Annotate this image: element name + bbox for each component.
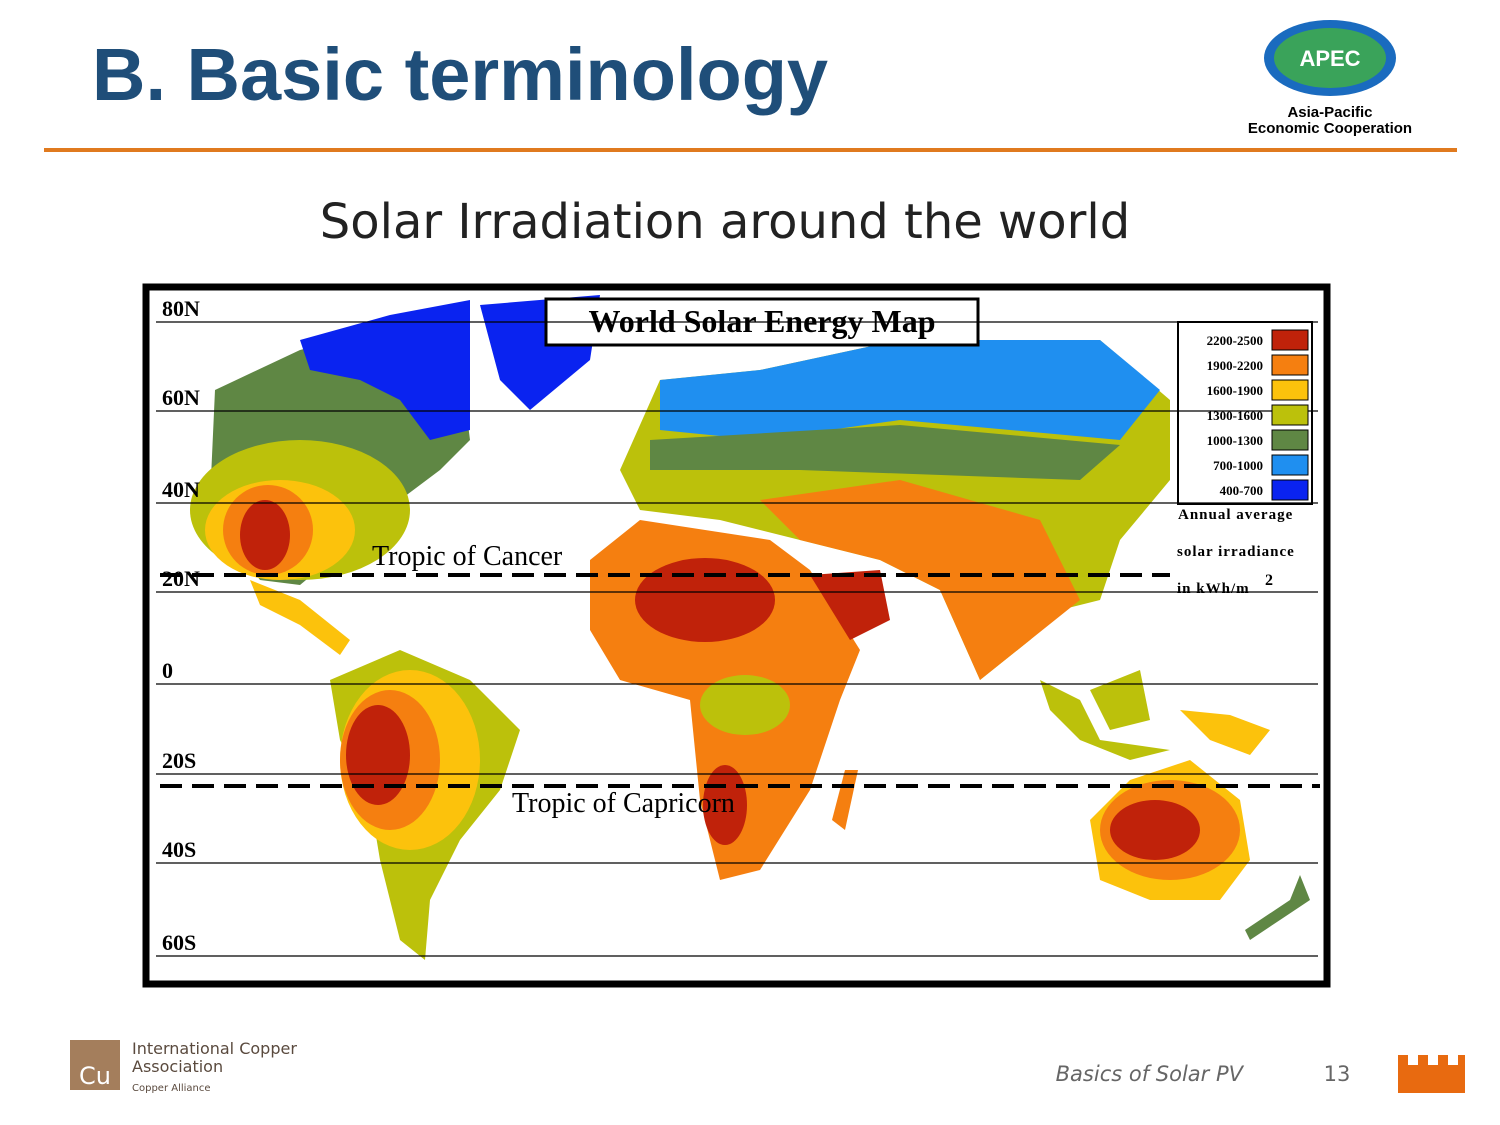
zone [635, 558, 775, 642]
slide-title: B. Basic terminology [92, 33, 828, 116]
se-asia [1040, 680, 1170, 760]
legend-label: 400-700 [1220, 483, 1263, 498]
zone [1110, 800, 1200, 860]
apec-globe-inner [1274, 28, 1386, 88]
latitude-label: 20N [162, 566, 200, 591]
legend-swatch [1271, 429, 1309, 451]
legend-label: 700-1000 [1213, 458, 1263, 473]
legend-label: 1900-2200 [1207, 358, 1263, 373]
borneo [1090, 670, 1150, 730]
legend-swatch [1271, 354, 1309, 376]
new-guinea [1180, 710, 1270, 755]
legend-swatch [1271, 404, 1309, 426]
arabia [810, 570, 890, 640]
map-title: World Solar Energy Map [589, 303, 936, 339]
latitude-label: 60N [162, 385, 200, 410]
rule [44, 148, 1457, 152]
legend-label: 1300-1600 [1207, 408, 1263, 423]
zone [650, 425, 1120, 480]
org-line: International Copper [132, 1039, 297, 1058]
legend-caption: Annual average [1178, 507, 1293, 523]
zone [660, 340, 1160, 440]
cu-logo [70, 1040, 120, 1090]
latitude-label: 40N [162, 477, 200, 502]
legend-swatch [1271, 329, 1309, 351]
legend-swatch [1271, 379, 1309, 401]
new-zealand [1245, 875, 1310, 940]
latitude-label: 20S [162, 748, 196, 773]
legend-caption: in kWh/m [1177, 581, 1250, 597]
apec-line1: Asia-Pacific [1287, 104, 1372, 121]
page-number: 13 [1324, 1062, 1351, 1086]
legend-swatch [1271, 454, 1309, 476]
legend-label: 1600-1900 [1207, 383, 1263, 398]
legend-superscript: 2 [1265, 572, 1273, 589]
zone [346, 705, 410, 805]
course-name: Basics of Solar PV [1056, 1062, 1245, 1086]
arctic-islands [300, 300, 470, 440]
org-line: Association [132, 1057, 223, 1076]
apec-name: APEC [1299, 46, 1360, 71]
legend-swatch [1271, 479, 1309, 501]
latitude-label: 0 [162, 658, 173, 683]
subtitle: Solar Irradiation around the world [320, 194, 1130, 250]
legend-label: 1000-1300 [1207, 433, 1263, 448]
latitude-label: 40S [162, 837, 196, 862]
zone [240, 500, 290, 570]
legend-caption: solar irradiance [1177, 544, 1295, 560]
zone [700, 675, 790, 735]
zone [760, 480, 1080, 680]
org-line: Copper Alliance [132, 1083, 211, 1094]
tropic-label: Tropic of Capricorn [512, 788, 735, 819]
latitude-label: 60S [162, 930, 196, 955]
tropic-label: Tropic of Cancer [372, 541, 563, 572]
latitude-label: 80N [162, 296, 200, 321]
castle-logo [1398, 1055, 1465, 1093]
cu-symbol: Cu [79, 1062, 111, 1090]
apec-line2: Economic Cooperation [1248, 120, 1412, 137]
central-america [250, 580, 350, 655]
map: Tropic of Cancer Tropic of Capricorn Wor… [142, 283, 1331, 988]
legend-label: 2200-2500 [1207, 333, 1263, 348]
